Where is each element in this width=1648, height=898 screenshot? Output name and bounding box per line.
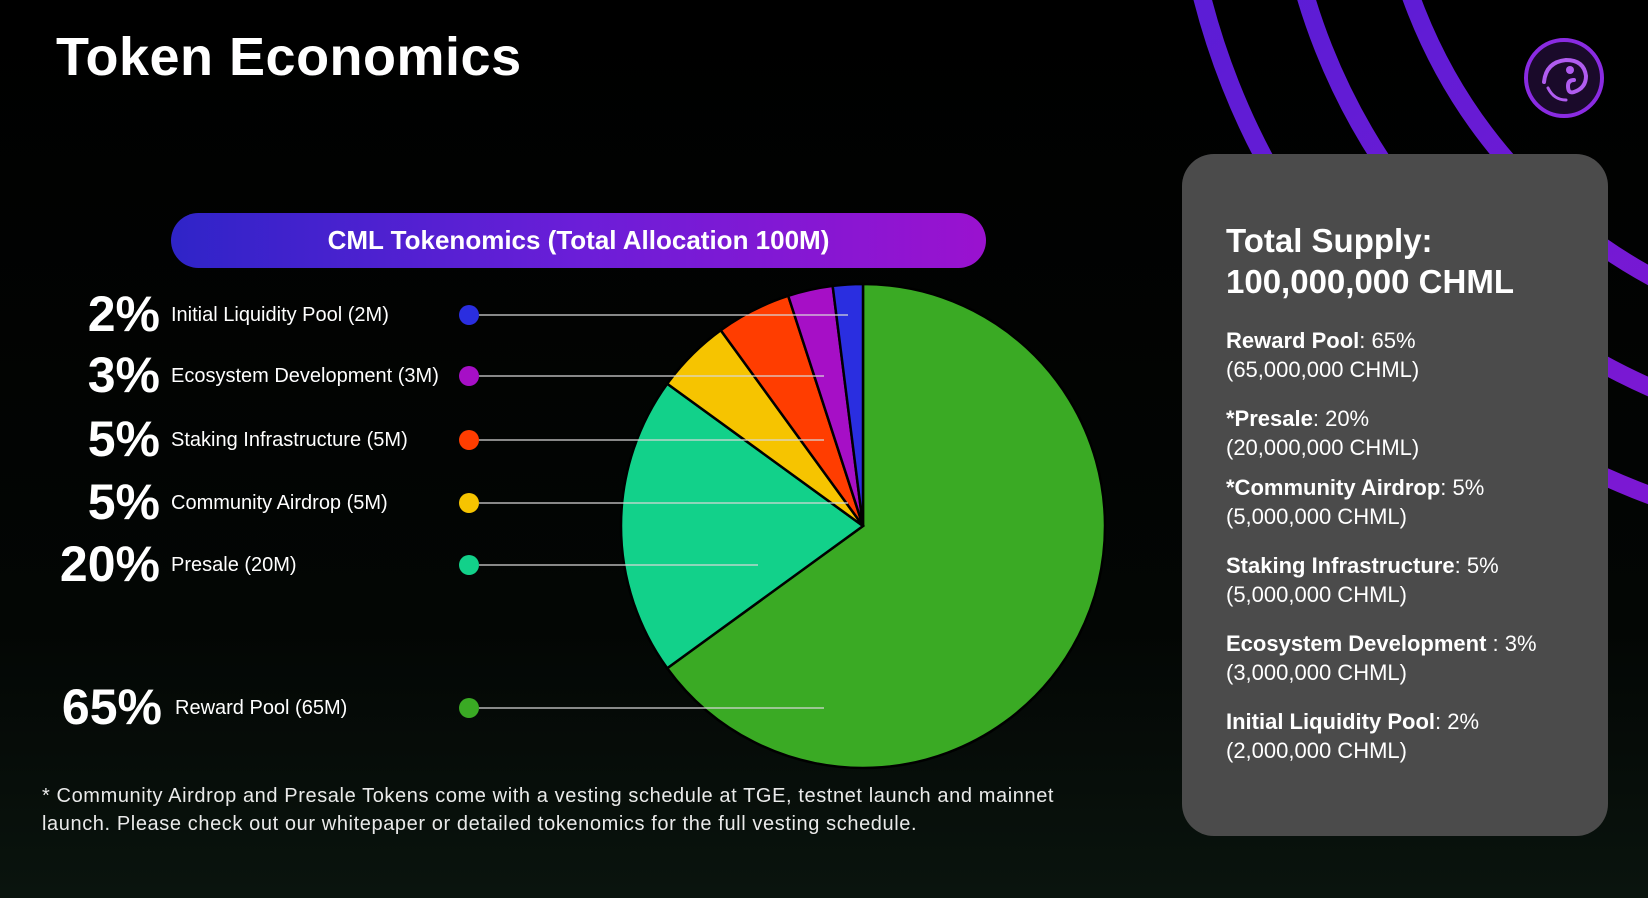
chart-title-banner: CML Tokenomics (Total Allocation 100M)	[171, 213, 986, 268]
vesting-footnote: * Community Airdrop and Presale Tokens c…	[42, 785, 1055, 835]
supply-item-amount: (2,000,000 CHML)	[1226, 738, 1407, 763]
total-supply-label: Total Supply:	[1226, 222, 1433, 259]
supply-item-amount: (3,000,000 CHML)	[1226, 660, 1407, 685]
supply-item-name: Staking Infrastructure	[1226, 553, 1455, 578]
slide-title: Token Economics	[56, 27, 522, 87]
total-supply-title: Total Supply: 100,000,000 CHML	[1226, 220, 1584, 302]
legend-dot-community-airdrop-5m	[459, 493, 479, 513]
supply-item-percent: : 5%	[1454, 553, 1499, 578]
supply-item-percent: : 2%	[1435, 709, 1480, 734]
supply-item: Ecosystem Development : 3% (3,000,000 CHM…	[1226, 629, 1584, 687]
supply-item: Initial Liquidity Pool: 2% (2,000,000 CHM…	[1226, 707, 1584, 765]
pie-slice-initial-liquidity-pool-2m	[831, 282, 865, 527]
legend-dot-reward-pool-65m	[459, 698, 479, 718]
total-supply-panel: Total Supply: 100,000,000 CHML Reward Po…	[1182, 154, 1608, 836]
legend-dot-staking-infrastructure-5m	[459, 430, 479, 450]
legend-percent-reward-pool-65m: 65%	[61, 679, 162, 735]
supply-item-name: *Community Airdrop	[1226, 475, 1441, 500]
legend-percent-initial-liquidity-pool-2m: 2%	[87, 286, 160, 342]
supply-item-name: *Presale	[1226, 406, 1313, 431]
supply-item-amount: (65,000,000 CHML)	[1226, 357, 1420, 382]
chameleon-logo-icon	[1524, 38, 1604, 118]
supply-item-amount: (20,000,000 CHML)	[1226, 435, 1420, 460]
supply-item-percent: : 65%	[1359, 328, 1416, 353]
supply-item-percent: : 5%	[1440, 475, 1485, 500]
supply-item: Staking Infrastructure: 5% (5,000,000 CHM…	[1226, 551, 1584, 609]
legend-percent-ecosystem-development-3m: 3%	[87, 347, 160, 403]
pie-slice-reward-pool-65m	[665, 282, 1107, 770]
legend-percent-presale-20m: 20%	[59, 536, 160, 592]
total-supply-value: 100,000,000 CHML	[1226, 263, 1514, 300]
supply-item-amount: (5,000,000 CHML)	[1226, 582, 1407, 607]
supply-item-name: Reward Pool	[1226, 328, 1360, 353]
supply-item-percent: : 3%	[1486, 631, 1537, 656]
legend-label-initial-liquidity-pool-2m: Initial Liquidity Pool (2M)	[171, 304, 389, 326]
legend-dot-initial-liquidity-pool-2m	[459, 305, 479, 325]
legend-label-presale-20m: Presale (20M)	[171, 554, 297, 576]
supply-item-name: Ecosystem Development	[1226, 631, 1487, 656]
legend-label-staking-infrastructure-5m: Staking Infrastructure (5M)	[171, 429, 408, 451]
supply-item: *Presale: 20% (20,000,000 CHML)	[1226, 404, 1584, 462]
legend-label-reward-pool-65m: Reward Pool (65M)	[175, 697, 348, 719]
supply-item-name: Initial Liquidity Pool	[1226, 709, 1435, 734]
legend-label-community-airdrop-5m: Community Airdrop (5M)	[171, 492, 388, 514]
legend-percent-staking-infrastructure-5m: 5%	[87, 411, 160, 467]
supply-item: Reward Pool: 65% (65,000,000 CHML)	[1226, 326, 1584, 384]
legend-percent-community-airdrop-5m: 5%	[87, 474, 160, 530]
pie-slice-presale-20m	[619, 382, 866, 670]
legend-dot-ecosystem-development-3m	[459, 366, 479, 386]
legend-dot-presale-20m	[459, 555, 479, 575]
supply-item-percent: : 20%	[1312, 406, 1370, 431]
legend-label-ecosystem-development-3m: Ecosystem Development (3M)	[171, 365, 439, 387]
supply-item-amount: (5,000,000 CHML)	[1226, 504, 1407, 529]
supply-item: *Community Airdrop: 5% (5,000,000 CHML)	[1226, 473, 1584, 531]
